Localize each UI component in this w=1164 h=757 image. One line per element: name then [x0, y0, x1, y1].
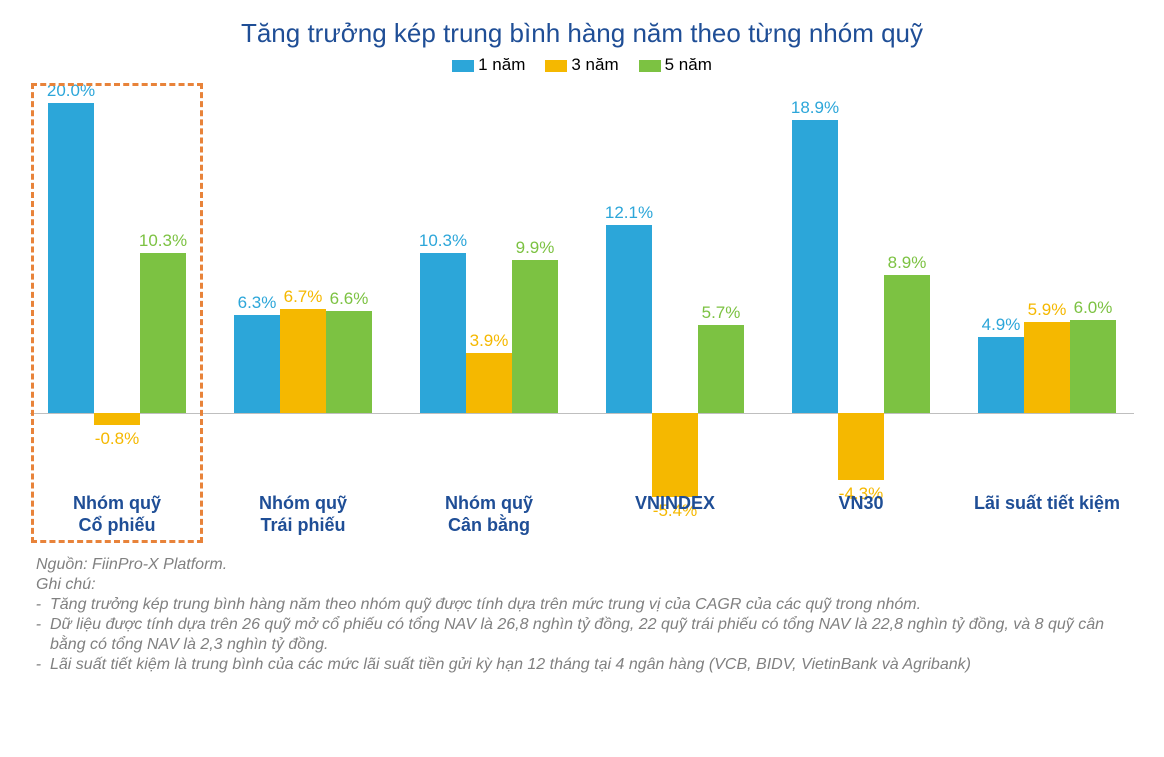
bar	[512, 260, 558, 413]
bar-value-label: 3.9%	[459, 331, 519, 351]
category-label: Nhóm quỹTrái phiếu	[213, 493, 393, 536]
bar	[652, 413, 698, 497]
bar	[606, 225, 652, 413]
bar	[280, 309, 326, 413]
bar	[792, 120, 838, 413]
bar	[234, 315, 280, 413]
bar-value-label: 10.3%	[413, 231, 473, 251]
category-label: VN30	[771, 493, 951, 515]
category-label: Lãi suất tiết kiệm	[957, 493, 1137, 515]
bar	[884, 275, 930, 413]
legend: 1 năm 3 năm 5 năm	[20, 55, 1144, 75]
bar-value-label: 10.3%	[133, 231, 193, 251]
category-label: Nhóm quỹCân bằng	[399, 493, 579, 536]
legend-swatch	[452, 60, 474, 72]
bar-value-label: 18.9%	[785, 98, 845, 118]
notes: Nguồn: FiinPro-X Platform. Ghi chú: Tăng…	[36, 555, 1128, 675]
legend-item: 1 năm	[452, 55, 525, 75]
baseline	[30, 413, 1134, 414]
legend-item: 3 năm	[545, 55, 618, 75]
bar	[1024, 322, 1070, 413]
bar-value-label: 8.9%	[877, 253, 937, 273]
bar	[94, 413, 140, 425]
legend-swatch	[639, 60, 661, 72]
notes-list: Tăng trưởng kép trung bình hàng năm theo…	[36, 595, 1128, 675]
bar-value-label: 6.6%	[319, 289, 379, 309]
bar	[838, 413, 884, 480]
category-label: Nhóm quỹCổ phiếu	[27, 493, 207, 536]
bar-value-label: -0.8%	[87, 429, 147, 449]
legend-label: 3 năm	[571, 55, 618, 74]
notes-header: Ghi chú:	[36, 575, 1128, 595]
legend-label: 5 năm	[665, 55, 712, 74]
notes-bullet: Tăng trưởng kép trung bình hàng năm theo…	[50, 595, 1128, 615]
bar	[698, 325, 744, 413]
bar	[326, 311, 372, 413]
bar	[466, 353, 512, 413]
bar-value-label: 6.0%	[1063, 298, 1123, 318]
notes-bullet: Lãi suất tiết kiệm là trung bình của các…	[50, 655, 1128, 675]
legend-item: 5 năm	[639, 55, 712, 75]
chart-title: Tăng trưởng kép trung bình hàng năm theo…	[20, 18, 1144, 49]
chart-container: Tăng trưởng kép trung bình hàng năm theo…	[0, 0, 1164, 757]
bar-value-label: 12.1%	[599, 203, 659, 223]
notes-bullet: Dữ liệu được tính dựa trên 26 quỹ mở cổ …	[50, 615, 1128, 655]
bar-value-label: 20.0%	[41, 81, 101, 101]
legend-swatch	[545, 60, 567, 72]
notes-source: Nguồn: FiinPro-X Platform.	[36, 555, 1128, 575]
plot-area: 20.0%-0.8%10.3%Nhóm quỹCổ phiếu6.3%6.7%6…	[30, 83, 1134, 543]
bar-value-label: 5.7%	[691, 303, 751, 323]
bar	[48, 103, 94, 413]
bar	[978, 337, 1024, 413]
category-label: VNINDEX	[585, 493, 765, 515]
legend-label: 1 năm	[478, 55, 525, 74]
bar-value-label: 9.9%	[505, 238, 565, 258]
bar	[140, 253, 186, 413]
bar	[1070, 320, 1116, 413]
